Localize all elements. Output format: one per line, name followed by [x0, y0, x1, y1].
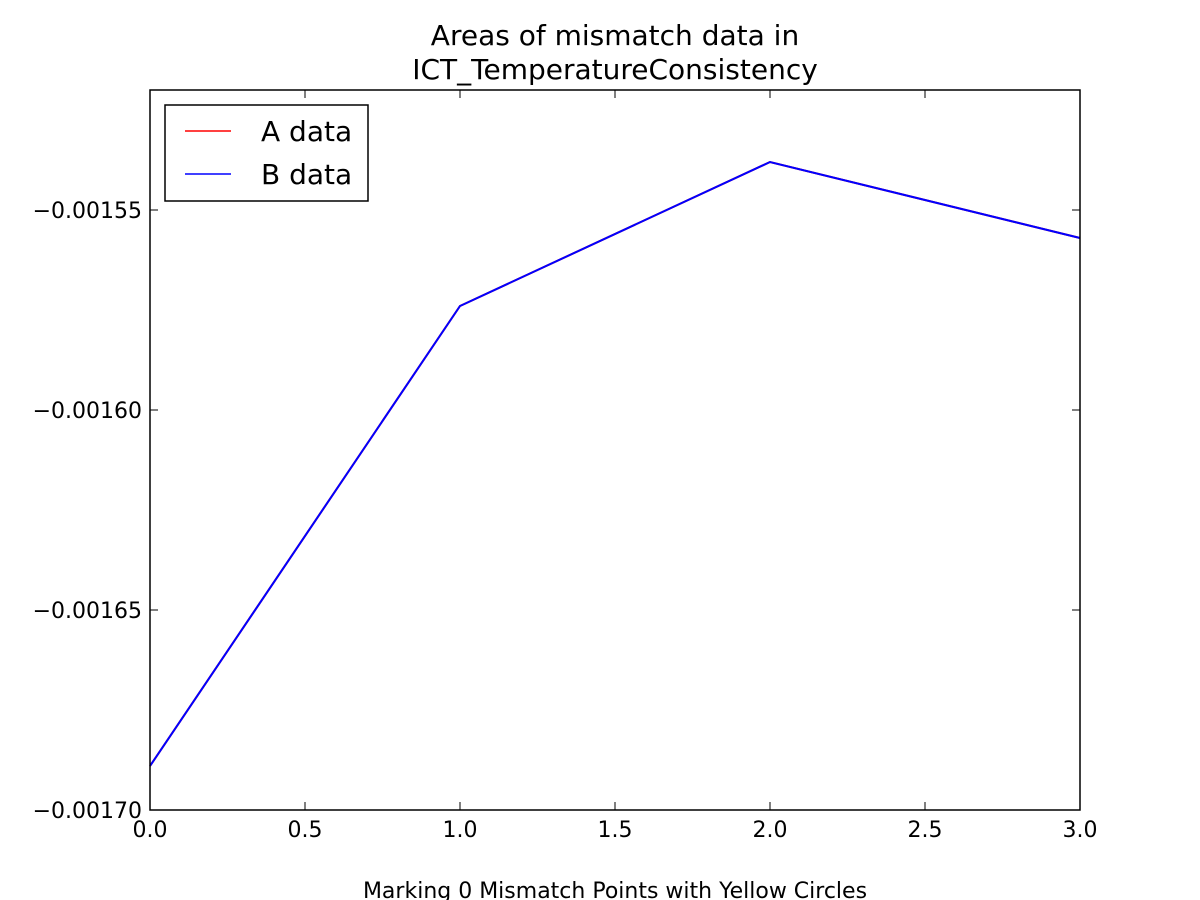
- x-axis-label: Marking 0 Mismatch Points with Yellow Ci…: [363, 879, 867, 900]
- chart-title-line-2: ICT_TemperatureConsistency: [412, 53, 818, 86]
- series-line-b-data: [149, 160, 1081, 767]
- x-tick-label: 2.0: [753, 818, 788, 843]
- y-tick-label: −0.00170: [33, 799, 142, 824]
- legend-label-b-data: B data: [261, 158, 352, 191]
- series-layer: [149, 160, 1081, 767]
- y-tick-label: −0.00160: [33, 399, 142, 424]
- legend: A data B data: [164, 104, 369, 202]
- legend-label-a-data: A data: [261, 115, 352, 148]
- y-tick-label: −0.00165: [33, 599, 142, 624]
- x-tick-label: 0.0: [133, 818, 168, 843]
- x-tick-label: 2.5: [908, 818, 943, 843]
- plot-area-frame: [149, 89, 1081, 811]
- chart-title-line-1: Areas of mismatch data in: [431, 19, 799, 52]
- ticks-layer: 0.0 0.5 1.0 1.5 2.0 2.5 3.0 −0.00170 −0.00165 −0.…: [33, 90, 1098, 843]
- x-tick-label: 1.5: [598, 818, 633, 843]
- y-tick-label: −0.00155: [33, 199, 142, 224]
- x-tick-label: 1.0: [443, 818, 478, 843]
- x-tick-label: 3.0: [1063, 818, 1098, 843]
- series-line-a-data: [149, 160, 1081, 767]
- legend-box: [164, 104, 369, 202]
- x-tick-label: 0.5: [288, 818, 323, 843]
